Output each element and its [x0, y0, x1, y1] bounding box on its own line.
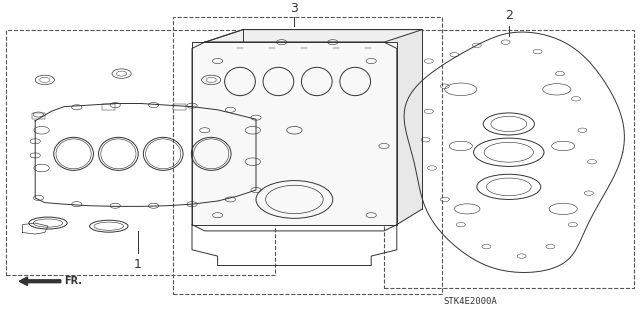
- Text: STK4E2000A: STK4E2000A: [444, 297, 497, 307]
- Bar: [243, 112, 256, 117]
- Polygon shape: [384, 30, 422, 225]
- Polygon shape: [192, 42, 397, 225]
- Bar: [384, 30, 634, 287]
- Text: 3: 3: [291, 3, 298, 15]
- Polygon shape: [205, 30, 422, 42]
- Text: 1: 1: [134, 258, 141, 271]
- Bar: [102, 104, 115, 110]
- Text: FR.: FR.: [64, 276, 82, 286]
- Bar: [173, 17, 442, 294]
- Bar: [32, 113, 45, 119]
- Bar: [6, 30, 275, 275]
- Text: 2: 2: [505, 9, 513, 22]
- Bar: [173, 104, 186, 110]
